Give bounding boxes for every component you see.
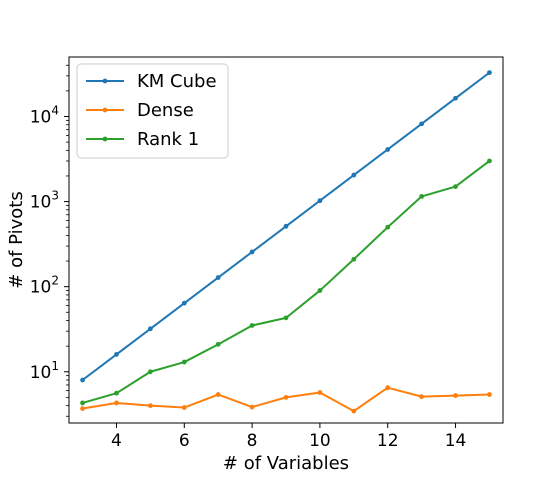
data-point-rank-1 (419, 194, 425, 199)
data-point-km-cube (419, 121, 425, 127)
data-point-km-cube (453, 95, 458, 101)
data-point-dense (453, 393, 458, 398)
data-point-km-cube (351, 172, 357, 178)
x-tick-label: 6 (179, 431, 190, 451)
legend-label-rank-1: Rank 1 (137, 129, 199, 150)
data-point-rank-1 (487, 158, 492, 164)
data-point-rank-1 (453, 184, 458, 189)
x-axis-label: # of Variables (223, 453, 349, 474)
y-tick-label: 104 (30, 103, 59, 127)
data-point-km-cube (317, 198, 323, 204)
data-point-dense (215, 392, 221, 397)
data-point-km-cube (80, 377, 85, 383)
data-point-km-cube (283, 223, 289, 229)
data-point-dense (351, 408, 357, 414)
legend-marker-rank-1 (102, 136, 108, 142)
x-tick-label: 12 (377, 431, 399, 451)
data-point-km-cube (249, 249, 255, 255)
x-tick-label: 10 (309, 431, 331, 451)
legend-label-km-cube: KM Cube (137, 71, 217, 92)
series-layer (80, 70, 492, 414)
data-point-km-cube (487, 70, 492, 76)
data-point-rank-1 (181, 359, 187, 365)
data-point-dense (147, 403, 153, 409)
x-tick-label: 4 (111, 431, 122, 451)
legend-marker-km-cube (102, 78, 108, 84)
axes-layer: 4 6 8 10 12 14 101 102 103 104 (30, 64, 467, 451)
y-axis-label: # of Pivots (6, 191, 27, 288)
data-point-km-cube (181, 300, 187, 306)
data-point-rank-1 (385, 224, 391, 230)
data-point-dense (385, 385, 391, 391)
x-tick-label: 14 (445, 431, 467, 451)
data-point-km-cube (114, 351, 119, 357)
data-point-rank-1 (80, 400, 85, 406)
data-point-rank-1 (249, 323, 255, 328)
data-point-dense (283, 394, 289, 400)
x-tick-label: 8 (247, 431, 258, 451)
data-point-dense (249, 404, 255, 410)
data-point-rank-1 (114, 390, 119, 396)
y-tick-label: 103 (30, 189, 59, 213)
data-point-dense (317, 390, 323, 395)
y-tick-label: 101 (30, 359, 59, 383)
data-point-km-cube (215, 275, 221, 280)
y-tick-label: 102 (30, 274, 59, 298)
data-point-dense (114, 400, 119, 406)
data-point-rank-1 (283, 315, 289, 321)
legend-marker-dense (102, 107, 108, 113)
legend-box (76, 63, 229, 159)
data-point-km-cube (147, 326, 153, 332)
data-point-dense (419, 394, 425, 400)
data-point-rank-1 (215, 341, 221, 347)
data-point-km-cube (385, 147, 391, 152)
data-point-dense (181, 405, 187, 410)
data-point-rank-1 (147, 369, 153, 375)
data-point-dense (80, 406, 85, 411)
data-point-rank-1 (317, 288, 323, 293)
data-point-dense (487, 392, 492, 397)
legend: KM Cube Dense Rank 1 (76, 63, 229, 159)
legend-label-dense: Dense (137, 100, 194, 121)
data-point-rank-1 (351, 256, 357, 262)
